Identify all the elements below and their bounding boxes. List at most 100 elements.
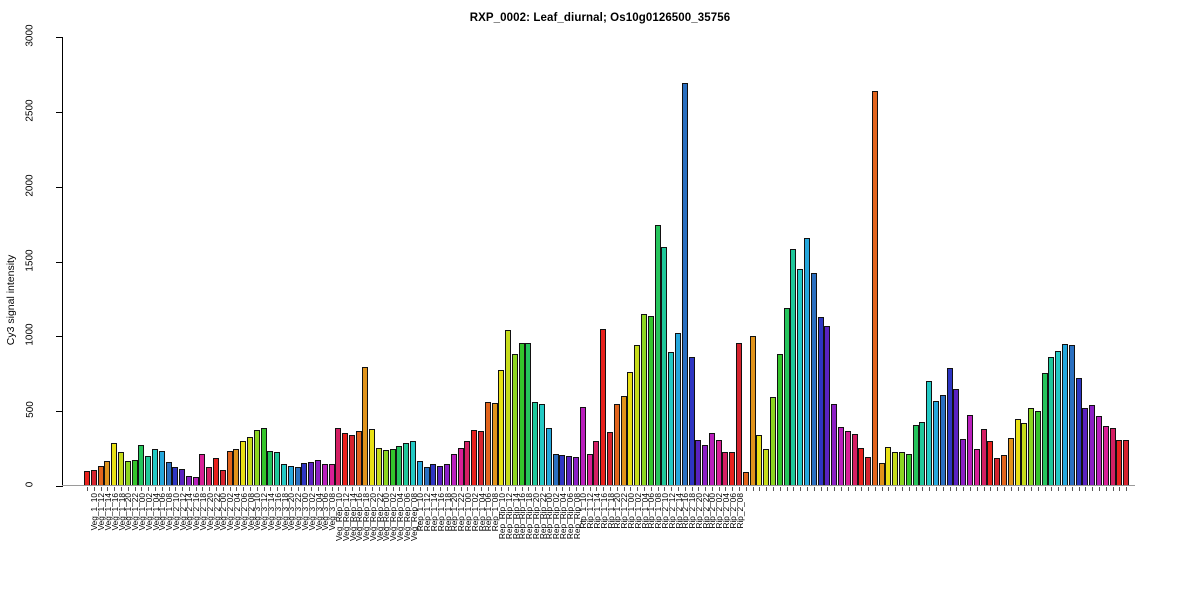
x-axis-tick (311, 487, 313, 491)
x-axis-tick (766, 487, 768, 491)
x-axis-tick (446, 487, 448, 491)
x-axis-tick (440, 487, 442, 491)
bar (376, 447, 383, 486)
bar (1068, 344, 1075, 486)
y-axis-tick (56, 186, 63, 188)
x-axis-tick (569, 487, 571, 491)
x-axis-tick (684, 487, 686, 491)
x-axis-tick (419, 487, 421, 491)
y-axis-tick-label: 0 (24, 481, 36, 488)
x-axis-tick (732, 487, 734, 491)
bar (172, 467, 179, 486)
bar (851, 433, 858, 486)
x-axis-tick (256, 487, 258, 491)
bar (953, 388, 960, 486)
bar (457, 447, 464, 486)
x-axis-tick (793, 487, 795, 491)
x-axis-tick (413, 487, 415, 491)
x-axis-tick (936, 487, 938, 491)
x-axis-tick (888, 487, 890, 491)
x-axis-tick (664, 487, 666, 491)
x-axis-tick (868, 487, 870, 491)
x-axis-tick (915, 487, 917, 491)
y-axis-tick-label: 3000 (24, 24, 36, 47)
bar (274, 451, 281, 486)
bar (654, 224, 661, 486)
bar (899, 452, 906, 486)
x-axis-tick (874, 487, 876, 491)
x-axis-tick (1010, 487, 1012, 491)
x-axis-tick (494, 487, 496, 491)
bar (892, 451, 899, 486)
x-axis-tick (969, 487, 971, 491)
x-axis-tick (705, 487, 707, 491)
bar (579, 406, 586, 486)
x-axis-tick (304, 487, 306, 491)
x-axis-tick (610, 487, 611, 491)
bar (90, 470, 97, 486)
x-axis-tick (542, 487, 544, 491)
bar (573, 456, 580, 486)
x-axis-tick (243, 487, 245, 491)
bar (980, 429, 987, 486)
bar (729, 452, 736, 486)
bar (240, 441, 247, 486)
bar (138, 444, 145, 486)
x-axis-tick (433, 487, 435, 491)
bar (97, 465, 104, 486)
bar (539, 404, 546, 486)
x-axis-tick (392, 487, 394, 491)
bar (1096, 416, 1103, 486)
x-axis-tick (365, 487, 367, 491)
bar (525, 343, 532, 486)
bar (566, 456, 573, 486)
x-axis-tick (963, 487, 965, 491)
bar (145, 456, 152, 486)
x-axis-tick (406, 487, 408, 491)
bar (1089, 405, 1096, 486)
bar (824, 325, 831, 486)
x-axis-tick (250, 487, 251, 491)
bar (219, 470, 226, 486)
x-axis-tick (637, 487, 639, 491)
x-axis-tick (338, 487, 340, 491)
bar (994, 457, 1001, 486)
x-axis-tick (739, 487, 741, 491)
bar (348, 435, 355, 486)
bar (627, 371, 634, 486)
bar (803, 237, 810, 486)
bar (865, 456, 872, 486)
bar (749, 336, 756, 486)
bar (960, 438, 967, 486)
x-axis-tick (691, 487, 693, 491)
bar (1062, 343, 1069, 486)
x-axis-tick (582, 487, 584, 491)
x-axis-tick (297, 487, 299, 491)
x-axis-tick (514, 487, 516, 491)
bar (328, 463, 335, 486)
x-axis-tick (603, 487, 605, 491)
bar (280, 463, 287, 486)
y-axis-tick-label: 2500 (24, 99, 36, 122)
x-axis-tick (1119, 487, 1121, 491)
bar (1075, 378, 1082, 486)
bar (213, 457, 220, 486)
x-axis-tick (1024, 487, 1026, 491)
x-axis-tick (711, 487, 713, 491)
x-axis-tick (1078, 487, 1080, 491)
x-axis-tick (942, 487, 944, 491)
x-axis-tick (630, 487, 632, 491)
bar (226, 450, 233, 486)
bar (362, 367, 369, 486)
x-axis-tick (283, 487, 285, 491)
y-axis-tick (56, 336, 63, 338)
x-axis-tick (399, 487, 401, 491)
x-axis-tick (820, 487, 822, 491)
x-axis-tick (813, 487, 815, 491)
bar (600, 328, 607, 486)
bar (674, 332, 681, 486)
y-axis-tick-label: 500 (24, 401, 36, 418)
bar (199, 453, 206, 486)
x-axis-tick (175, 487, 177, 491)
x-axis-tick (1065, 487, 1067, 491)
